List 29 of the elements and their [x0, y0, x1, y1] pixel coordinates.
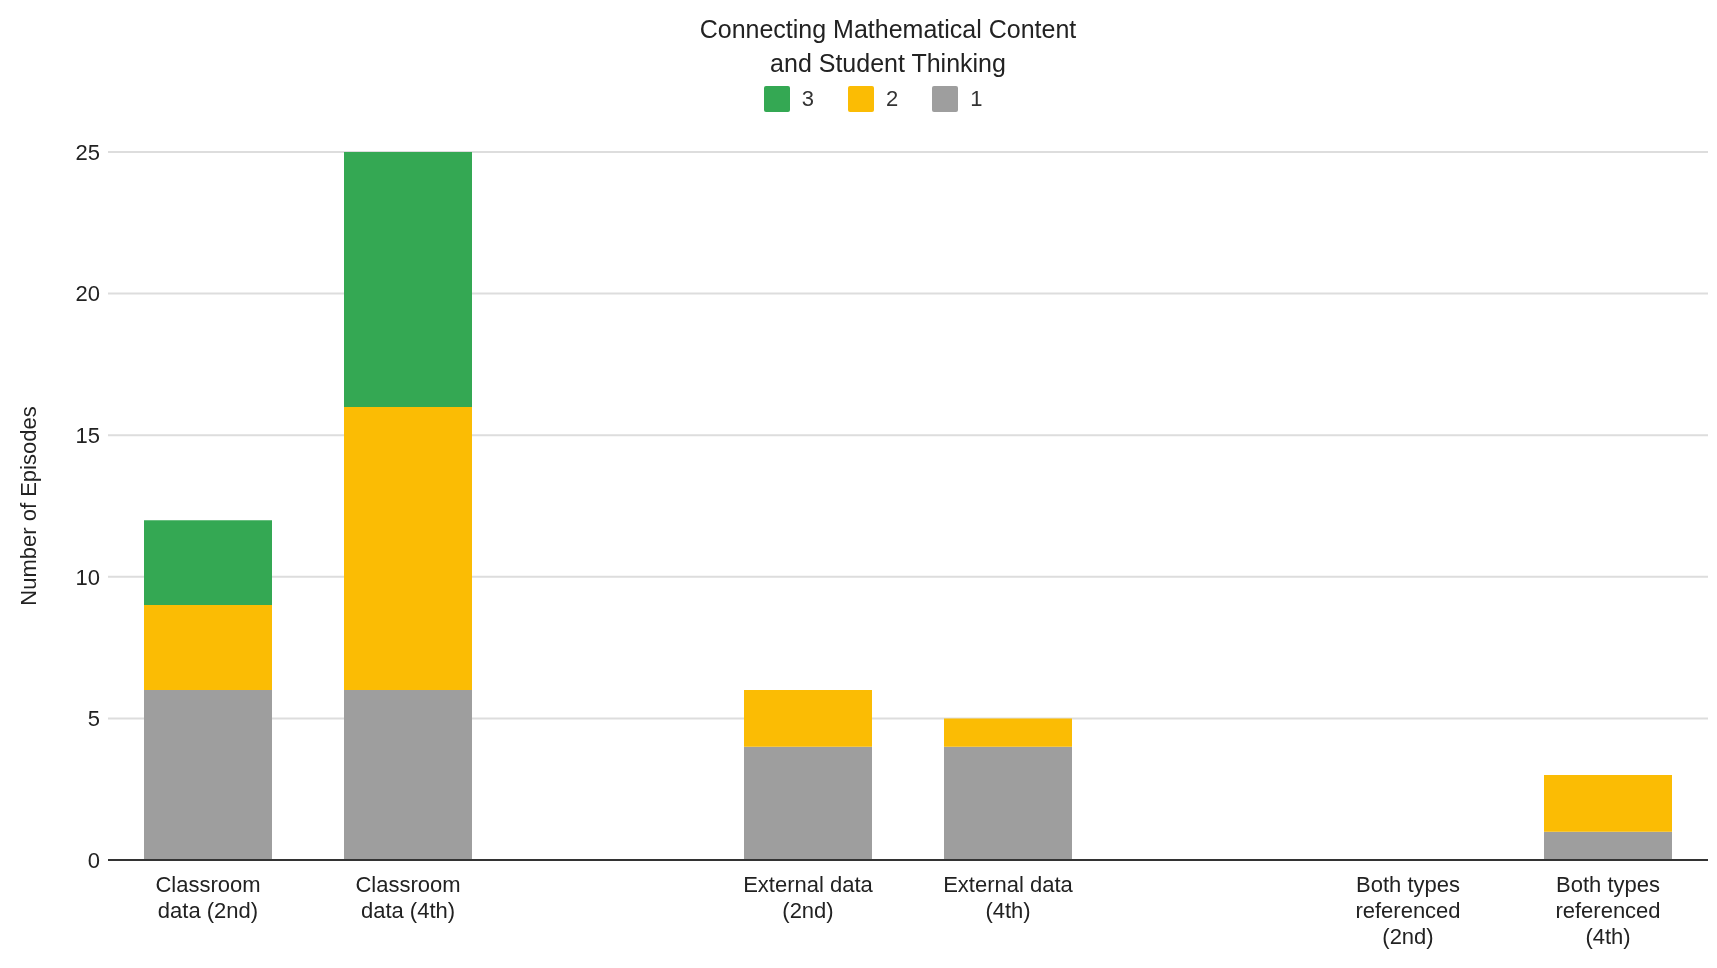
x-tick-label: Classroom data (2nd) — [155, 872, 261, 923]
legend-label: 2 — [884, 86, 899, 112]
bar — [144, 520, 272, 606]
legend-label: 3 — [800, 86, 814, 112]
x-tick-label: Classroom data (4th) — [355, 872, 461, 923]
bar — [744, 690, 872, 747]
y-tick-label: 5 — [87, 706, 100, 732]
x-tick-label: External data (4th) — [943, 872, 1074, 923]
y-tick-label: 10 — [75, 564, 100, 590]
bar — [1544, 775, 1672, 832]
x-tick-label: External data (2nd) — [743, 872, 874, 923]
chart-title: Connecting Mathematical Content and Student Thinking — [698, 14, 1078, 79]
y-tick-label: 0 — [87, 847, 100, 873]
y-tick-label: 15 — [75, 423, 100, 449]
bar — [344, 152, 472, 407]
bar — [944, 746, 1072, 860]
bar — [144, 605, 272, 691]
bar — [344, 406, 472, 691]
x-tick-label: Both types referenced (2nd) — [1355, 872, 1461, 949]
y-tick-label: 20 — [75, 281, 100, 307]
bar — [944, 718, 1072, 747]
y-tick-label: 25 — [75, 139, 100, 165]
bar — [144, 690, 272, 860]
bar — [1544, 831, 1672, 860]
y-axis-title: Number of Episodes — [15, 406, 41, 606]
bar — [344, 690, 472, 860]
legend-label: 1 — [969, 86, 983, 112]
bar — [744, 746, 872, 860]
x-tick-label: Both types referenced (4th) — [1555, 872, 1661, 949]
